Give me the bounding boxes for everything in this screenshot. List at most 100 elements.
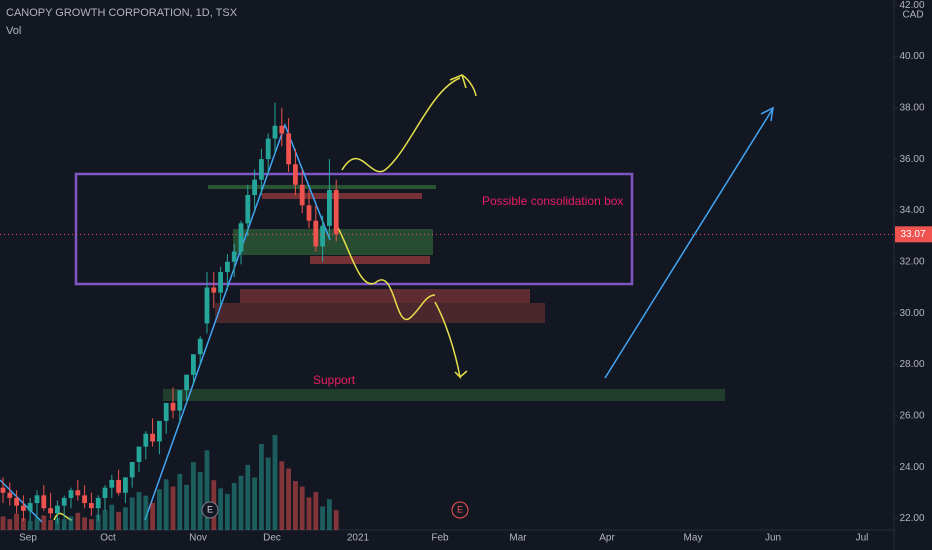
candle-body <box>143 433 149 447</box>
x-tick-label: Jul <box>856 533 869 544</box>
volume-bar <box>136 492 142 530</box>
earnings-marker <box>451 501 469 519</box>
volume-bar <box>231 482 237 530</box>
volume-bar <box>27 520 33 530</box>
candle-body <box>177 390 183 411</box>
volume-bar <box>102 510 108 530</box>
x-tick-label: May <box>684 533 703 544</box>
x-tick-label: Oct <box>100 533 116 544</box>
volume-bar <box>333 510 339 530</box>
annotation: Possible consolidation box <box>482 194 623 208</box>
volume-bar <box>252 477 257 530</box>
volume-bar <box>75 512 81 530</box>
indicator-name: Vol <box>6 25 21 37</box>
x-tick-label: Mar <box>509 533 527 544</box>
volume-bar <box>41 515 47 530</box>
candle-body <box>170 402 176 411</box>
earnings-label: E <box>207 504 213 514</box>
volume-bar <box>259 444 264 530</box>
volume-bar <box>238 475 244 530</box>
candle-body <box>21 505 26 511</box>
candle-body <box>123 477 128 493</box>
candle-body <box>299 184 305 206</box>
y-tick-label: 30.00 <box>899 308 924 319</box>
candle-body <box>293 164 298 185</box>
volume-bar <box>299 486 305 530</box>
zone <box>208 185 436 189</box>
x-tick-label: Sep <box>19 533 37 544</box>
volume-bar <box>225 493 230 530</box>
candle-body <box>41 495 47 509</box>
candle-body <box>136 446 142 462</box>
volume-bar <box>170 486 176 530</box>
candle-body <box>327 189 332 226</box>
volume-bar <box>157 489 162 530</box>
candle-body <box>197 338 203 355</box>
consolidation-box <box>74 172 634 286</box>
y-tick-label: 40.00 <box>899 51 924 62</box>
candle-body <box>218 272 223 293</box>
volume-bar <box>327 499 332 530</box>
candle-body <box>286 133 291 165</box>
volume-bar <box>150 502 155 530</box>
volume-bar <box>204 450 210 530</box>
candle-body <box>211 287 217 293</box>
x-tick-label: Nov <box>189 533 207 544</box>
volume-bar <box>143 495 149 530</box>
volume-bar <box>55 518 60 530</box>
y-tick-label: 22.00 <box>899 513 924 524</box>
candle-body <box>95 497 101 509</box>
candle-body <box>89 503 94 509</box>
candle-body <box>265 138 271 160</box>
volume-bar <box>218 488 223 530</box>
x-tick-label: Apr <box>599 533 615 544</box>
scenario-up <box>341 73 477 173</box>
earnings-label: E <box>457 504 463 514</box>
annotation: Support <box>313 373 356 387</box>
volume-bar <box>14 513 19 530</box>
currency: CAD <box>902 10 923 21</box>
y-tick-label: 24.00 <box>899 462 924 473</box>
candle-body <box>68 490 74 498</box>
zone <box>310 256 430 264</box>
volume-bar <box>34 517 40 530</box>
candle-body <box>306 205 312 221</box>
volume-bar <box>109 504 115 530</box>
zone <box>262 193 422 199</box>
candle-body <box>129 461 135 478</box>
last-price-label: 33.07 <box>900 229 925 240</box>
y-tick-label: 26.00 <box>899 410 924 421</box>
volume-bar <box>0 516 6 530</box>
volume-bar <box>184 484 189 530</box>
candle-body <box>245 195 251 224</box>
volume-bar <box>68 516 74 530</box>
volume-bar <box>265 457 271 530</box>
volume-bar <box>245 464 251 530</box>
support-zone <box>163 389 725 401</box>
candle-body <box>157 420 162 442</box>
candle-body <box>252 179 257 196</box>
earnings-marker <box>201 501 219 519</box>
candle-body <box>272 125 278 139</box>
volume-bar <box>286 468 291 530</box>
candle-body <box>150 433 155 442</box>
volume-bar <box>48 520 53 530</box>
volume-bar <box>320 506 325 530</box>
x-tick-label: Jun <box>765 533 781 544</box>
y-tick-label: 36.00 <box>899 154 924 165</box>
y-tick-label: 34.00 <box>899 205 924 216</box>
candle-body <box>75 490 81 496</box>
candle-body <box>279 125 285 134</box>
candle-body <box>231 251 237 262</box>
volume-bar <box>272 435 278 530</box>
drawings <box>0 73 774 530</box>
volume-bar <box>89 519 94 530</box>
candle-body <box>225 261 230 273</box>
scenario-down <box>337 227 468 380</box>
volume-bar <box>7 519 13 530</box>
y-tick-label: 38.00 <box>899 102 924 113</box>
candle-body <box>116 479 121 493</box>
candle-body <box>82 495 87 504</box>
